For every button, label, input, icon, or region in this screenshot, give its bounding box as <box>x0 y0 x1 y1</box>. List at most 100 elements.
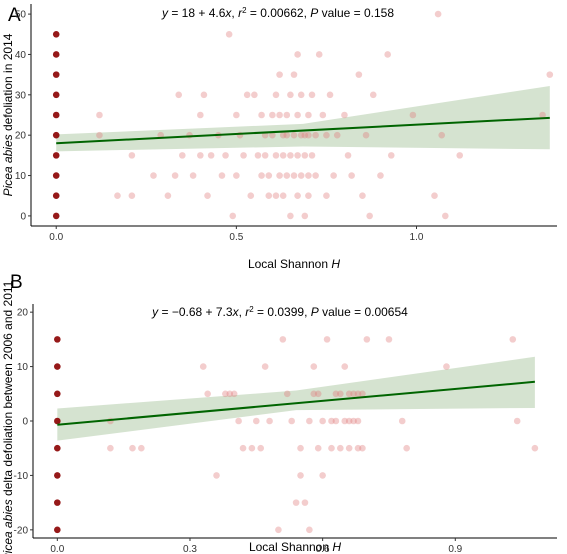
data-point <box>287 91 294 99</box>
data-point-zero <box>52 51 60 58</box>
data-point <box>319 417 326 425</box>
data-point-zero <box>52 30 60 38</box>
data-point <box>319 472 326 479</box>
data-point <box>129 444 136 452</box>
data-point <box>213 472 220 479</box>
data-point <box>344 152 352 159</box>
confidence-band <box>56 85 550 152</box>
data-point <box>539 111 546 119</box>
data-point <box>179 152 186 159</box>
data-point <box>345 444 353 452</box>
data-point <box>328 444 335 452</box>
text-part: = 18 + 4.6 <box>168 6 226 20</box>
y-tick-label: 0 <box>22 417 28 428</box>
data-point <box>398 417 406 425</box>
data-point-zero <box>54 472 61 479</box>
data-point <box>345 390 353 398</box>
data-point <box>200 91 208 99</box>
data-point <box>409 111 417 119</box>
text-part: , <box>231 6 238 20</box>
data-point <box>314 444 322 452</box>
data-point <box>387 152 395 159</box>
text-part: H <box>332 540 341 554</box>
data-point-zero <box>54 336 61 343</box>
data-point <box>261 363 269 370</box>
x-tick-label: 0.0 <box>50 544 64 554</box>
data-point <box>150 172 157 179</box>
data-point <box>531 444 539 452</box>
data-point <box>266 417 273 425</box>
data-point <box>279 192 287 200</box>
data-point <box>354 390 362 398</box>
data-point <box>258 172 265 179</box>
data-point <box>305 172 312 179</box>
data-point <box>233 111 240 119</box>
data-point <box>333 131 341 139</box>
data-point <box>431 192 438 200</box>
data-point <box>294 51 301 58</box>
panel-letter: B <box>10 272 23 293</box>
data-point-zero <box>52 91 60 99</box>
data-point <box>310 363 318 370</box>
data-point <box>199 363 207 370</box>
data-point <box>197 111 204 119</box>
data-point <box>253 417 260 425</box>
data-point <box>314 390 322 398</box>
data-point <box>233 172 240 179</box>
data-point <box>225 30 233 38</box>
data-point <box>341 363 349 370</box>
data-point <box>509 336 517 343</box>
data-point <box>326 91 334 99</box>
text-part: = 0.0399, <box>254 305 311 319</box>
y-tick-label: 0 <box>20 211 26 222</box>
data-point-zero <box>52 131 60 139</box>
data-point <box>297 444 304 452</box>
confidence-band <box>57 356 535 441</box>
data-point <box>434 10 442 18</box>
data-point-zero <box>52 212 60 220</box>
x-axis-label: Local Shannon H <box>248 257 340 271</box>
data-point <box>276 71 283 78</box>
data-point <box>257 444 265 452</box>
text-part: delta defoliation between 2006 and 2011 <box>1 280 15 499</box>
data-point <box>128 152 136 159</box>
data-point-zero <box>54 390 61 398</box>
data-point <box>297 131 305 139</box>
data-point-zero <box>54 526 61 534</box>
data-point <box>240 152 247 159</box>
data-point <box>354 417 362 425</box>
data-point <box>276 111 283 119</box>
data-point <box>332 417 340 425</box>
y-axis-label: Picea abies delta defoliation between 20… <box>1 280 15 554</box>
text-part: 2 <box>242 6 247 15</box>
data-point <box>359 390 366 398</box>
data-point <box>171 172 179 179</box>
data-point <box>328 417 335 425</box>
data-point-zero <box>52 71 60 78</box>
y-tick-label: -10 <box>14 471 29 482</box>
text-part: H <box>331 257 340 271</box>
x-tick-label: 0.0 <box>49 232 63 243</box>
y-tick-label: 50 <box>15 10 27 21</box>
data-point <box>261 152 269 159</box>
data-point <box>323 336 331 343</box>
text-part: Local Shannon <box>248 257 331 271</box>
text-part: r <box>245 305 250 319</box>
data-point <box>297 472 304 479</box>
x-tick-label: 0.6 <box>316 544 330 554</box>
data-point <box>269 131 276 139</box>
data-point <box>345 417 353 425</box>
data-point <box>362 131 370 139</box>
x-tick-label: 0.5 <box>229 232 243 243</box>
data-point <box>222 152 229 159</box>
data-point <box>315 51 323 58</box>
data-point-zero <box>54 499 61 506</box>
y-tick-label: 10 <box>15 171 27 182</box>
text-part: Local Shannon <box>249 540 332 554</box>
data-point <box>297 172 305 179</box>
data-point <box>279 152 287 159</box>
data-point <box>305 192 312 200</box>
text-part: , <box>239 305 246 319</box>
text-part: y <box>161 6 169 20</box>
data-point <box>248 444 256 452</box>
